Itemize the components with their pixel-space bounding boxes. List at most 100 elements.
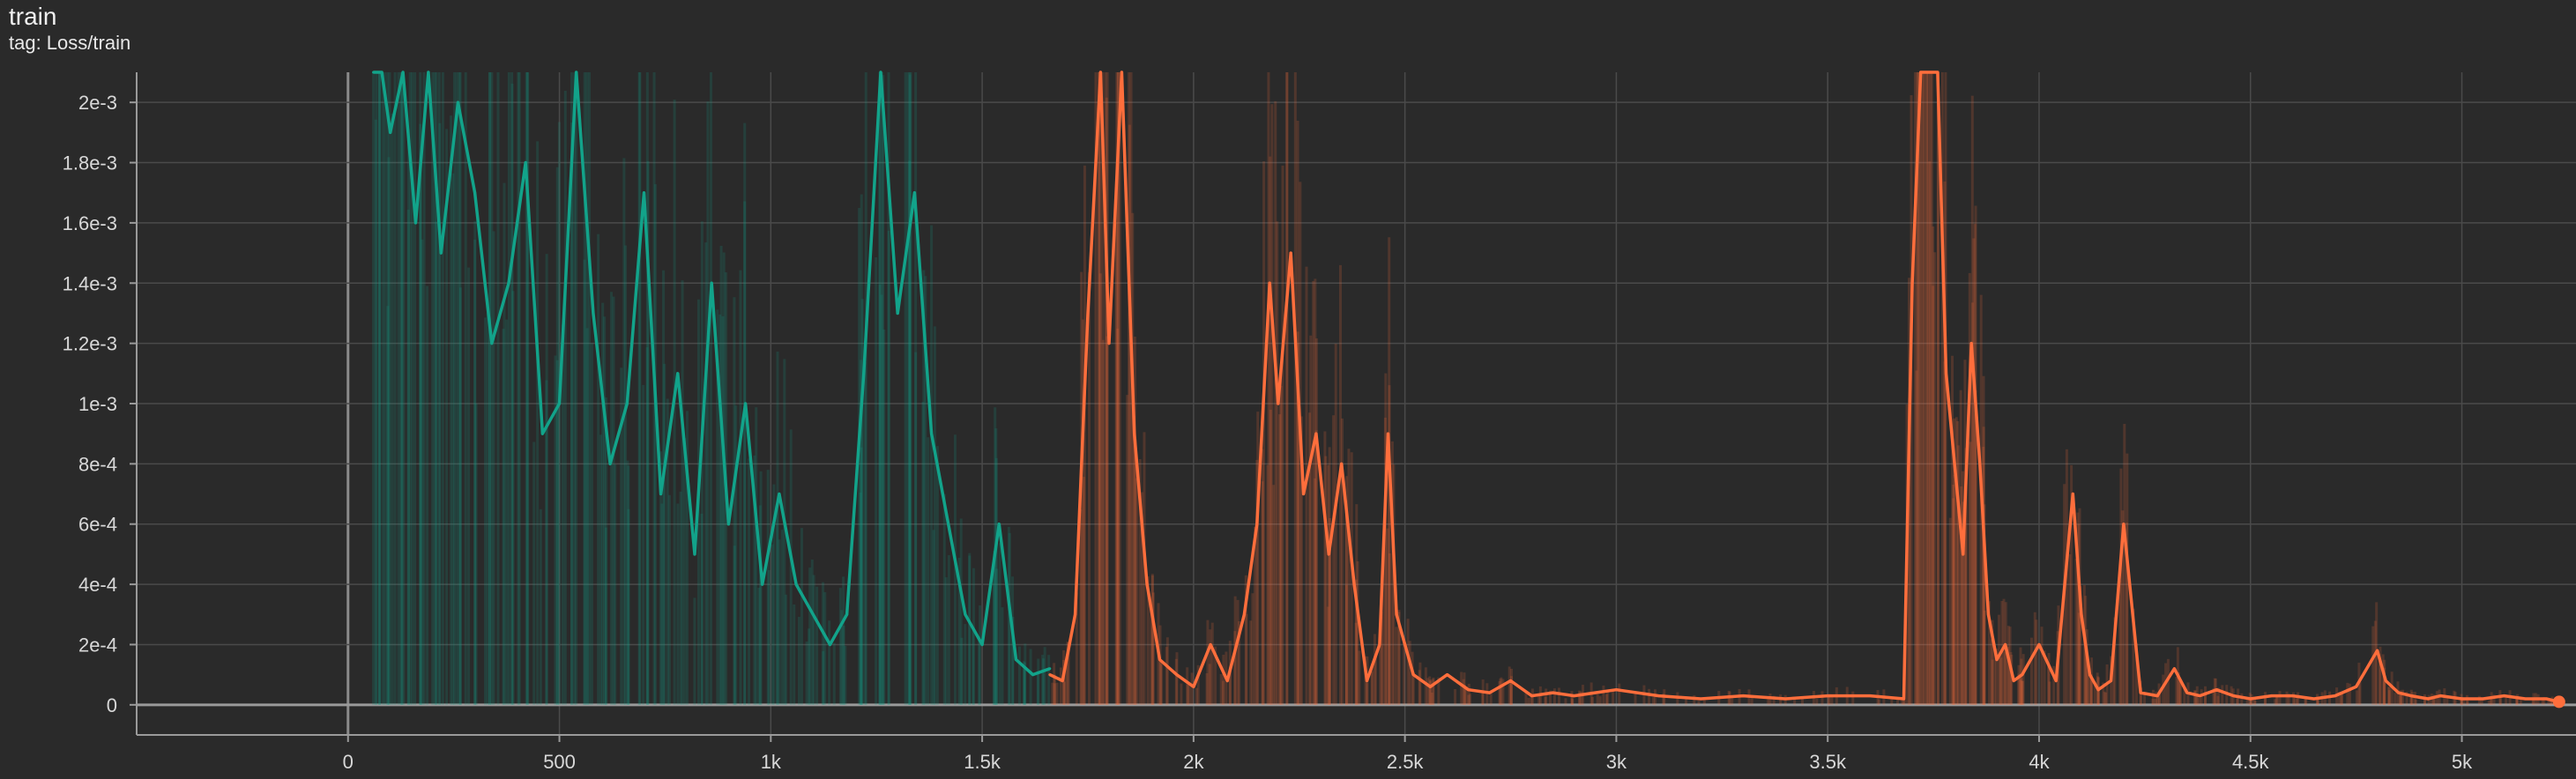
- data-point: [1910, 281, 1914, 285]
- data-point: [912, 191, 916, 195]
- data-point: [490, 342, 494, 345]
- data-point: [1086, 311, 1090, 315]
- data-point: [1488, 691, 1492, 694]
- data-point: [1428, 685, 1432, 688]
- data-point: [1944, 372, 1947, 375]
- data-point: [1919, 70, 1923, 74]
- data-point: [608, 462, 612, 465]
- data-point: [2012, 679, 2015, 682]
- data-point: [2037, 642, 2041, 646]
- data-point: [1378, 642, 1381, 646]
- data-point: [1074, 612, 1077, 616]
- data-point: [2426, 697, 2430, 701]
- data-point: [828, 642, 831, 646]
- x-tick-label: 2k: [1183, 751, 1204, 773]
- axes: [130, 72, 2576, 742]
- data-point: [2544, 697, 2548, 701]
- data-point: [1098, 70, 1102, 74]
- data-point: [401, 70, 405, 74]
- data-point: [1509, 679, 1513, 682]
- data-point: [2439, 694, 2443, 698]
- data-point: [540, 432, 544, 435]
- y-tick-label: 6e-4: [78, 514, 117, 536]
- x-tick-label: 0: [343, 751, 354, 773]
- data-point: [1969, 342, 1973, 345]
- data-point: [2334, 694, 2337, 698]
- data-point: [1572, 694, 1575, 698]
- data-point: [439, 251, 443, 255]
- y-tick-label: 8e-4: [78, 453, 117, 475]
- x-tick-label: 2.5k: [1387, 751, 1425, 773]
- data-point: [1209, 642, 1212, 646]
- data-point: [2139, 691, 2142, 694]
- data-point: [1868, 694, 1872, 698]
- data-point: [1175, 673, 1179, 677]
- data-point: [2397, 691, 2401, 694]
- data-point: [372, 70, 376, 74]
- data-point: [2109, 679, 2112, 682]
- grid-lines: [137, 72, 2576, 735]
- x-tick-label: 3k: [1606, 751, 1627, 773]
- data-point: [2384, 679, 2387, 682]
- data-point: [427, 70, 430, 74]
- y-tick-label: 1e-3: [78, 393, 117, 415]
- data-point: [1048, 673, 1052, 677]
- data-point: [1352, 582, 1356, 586]
- data-point: [1936, 70, 1939, 74]
- data-point: [1340, 462, 1344, 465]
- data-point: [2461, 697, 2464, 701]
- data-point: [1242, 612, 1246, 616]
- y-tick-label: 0: [107, 694, 117, 716]
- data-point: [879, 70, 882, 74]
- data-point: [1158, 658, 1162, 662]
- data-point: [1277, 402, 1280, 405]
- data-point: [456, 100, 459, 104]
- data-point: [2502, 694, 2505, 698]
- data-point: [2291, 694, 2295, 698]
- data-point: [1551, 691, 1554, 694]
- data-point: [1995, 658, 1999, 662]
- data-point: [947, 523, 950, 526]
- data-point: [1446, 673, 1449, 677]
- data-point: [414, 221, 418, 225]
- data-point: [1953, 462, 1956, 465]
- data-point: [642, 191, 645, 195]
- tick-labels: 0 500 1k 1.5k 2k 2.5k 3k 3.5k 4k 4.5k 5k 0 2e-4 4e-4 6…: [63, 92, 2474, 773]
- data-point: [1986, 612, 1990, 616]
- data-point: [1133, 432, 1136, 435]
- data-point: [2355, 685, 2358, 688]
- data-point: [1962, 553, 1965, 556]
- data-point: [2021, 673, 2024, 677]
- data-point: [473, 191, 477, 195]
- data-point: [2409, 694, 2413, 698]
- data-point: [2155, 694, 2159, 698]
- data-point: [2376, 649, 2379, 652]
- y-tick-label: 1.6e-3: [63, 212, 117, 234]
- data-point: [2185, 691, 2189, 694]
- data-point: [710, 281, 713, 285]
- data-point: [794, 582, 798, 586]
- series-0: [372, 70, 1052, 705]
- data-point: [2096, 688, 2100, 692]
- data-point: [896, 311, 899, 315]
- series-end-marker: [2552, 695, 2565, 709]
- y-tick-label: 2e-3: [78, 92, 117, 114]
- x-tick-label: 3.5k: [1809, 751, 1847, 773]
- data-point: [1145, 582, 1149, 586]
- data-point: [2523, 697, 2527, 701]
- data-point: [1530, 694, 1534, 698]
- data-point: [659, 493, 663, 496]
- data-point: [575, 70, 578, 74]
- data-point: [1289, 251, 1292, 255]
- data-point: [1614, 688, 1618, 692]
- data-point: [997, 523, 1001, 526]
- data-point: [1120, 70, 1123, 74]
- data-point: [930, 432, 934, 435]
- data-point: [1741, 694, 1745, 698]
- x-tick-label: 500: [543, 751, 576, 773]
- y-tick-label: 2e-4: [78, 634, 117, 656]
- data-point: [1467, 688, 1470, 692]
- y-tick-label: 1.2e-3: [63, 333, 117, 355]
- data-point: [1031, 673, 1035, 677]
